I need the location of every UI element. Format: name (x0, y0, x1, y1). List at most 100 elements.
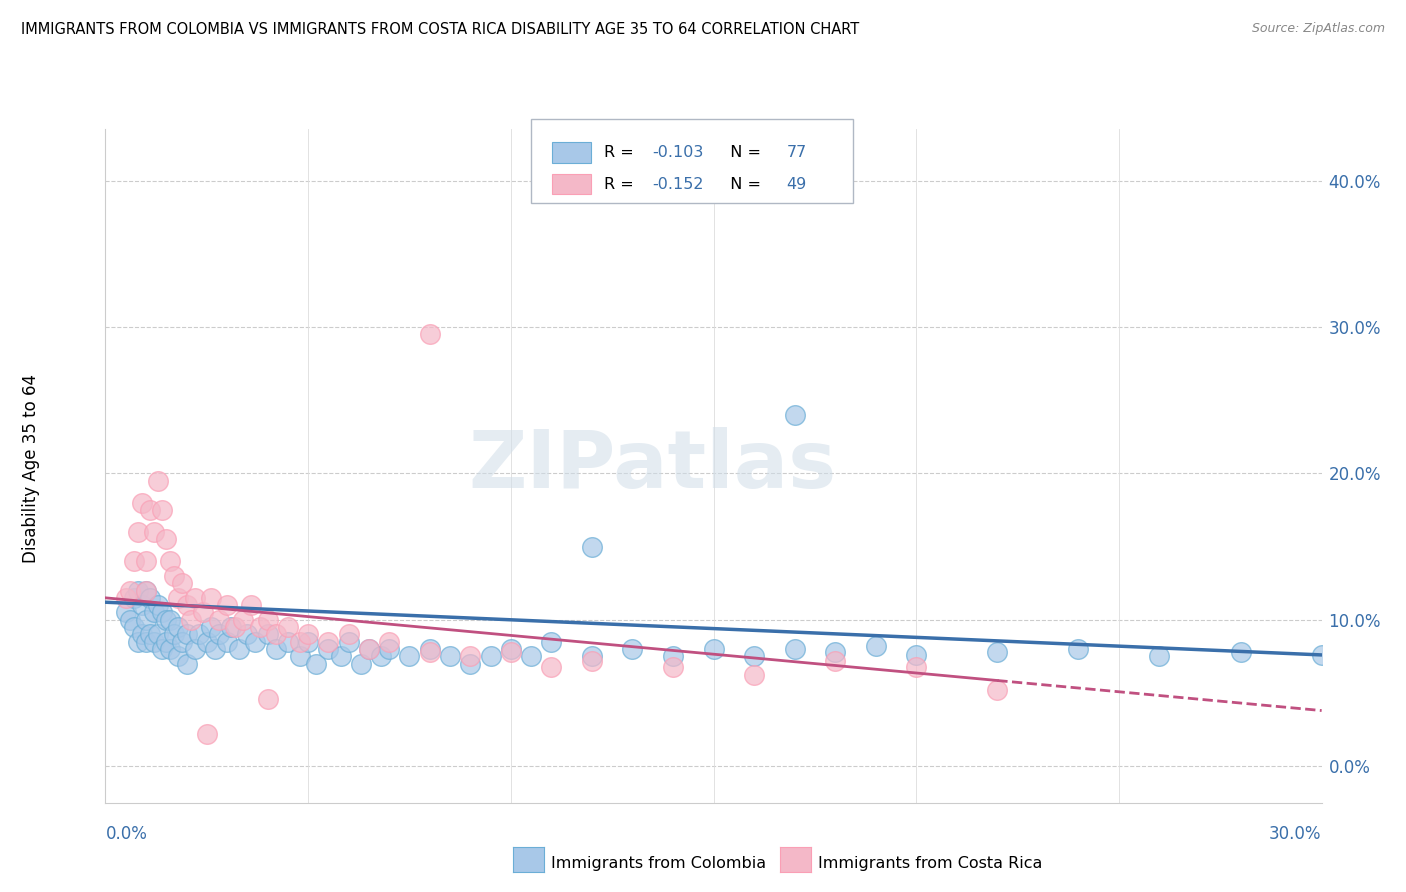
Point (159, 613, 181, 627)
Point (458, 649, 481, 664)
Point (256, 627, 278, 641)
Point (127, 583, 149, 598)
Point (155, 634, 177, 648)
Point (499, 642, 522, 657)
Point (146, 627, 169, 641)
Point (1310, 648, 1333, 662)
Point (865, 639, 887, 653)
Point (783, 642, 806, 657)
Text: N =: N = (720, 177, 766, 192)
Point (540, 634, 562, 648)
Point (350, 657, 373, 671)
Point (540, 659, 562, 673)
Text: 77: 77 (786, 145, 807, 160)
Point (1149, 649, 1171, 664)
Point (159, 554, 181, 568)
Point (702, 642, 725, 657)
Point (277, 634, 299, 648)
Point (146, 598, 169, 612)
Point (297, 627, 319, 641)
Point (217, 598, 239, 612)
Point (183, 591, 205, 605)
Text: R =: R = (605, 177, 638, 192)
Text: Source: ZipAtlas.com: Source: ZipAtlas.com (1251, 22, 1385, 36)
Point (200, 591, 222, 605)
Point (127, 524, 149, 539)
Point (337, 634, 360, 648)
Point (370, 649, 392, 664)
Point (180, 613, 202, 627)
Point (143, 524, 166, 539)
Point (228, 642, 250, 657)
Point (195, 727, 218, 741)
Point (146, 474, 169, 488)
Text: 30.0%: 30.0% (1270, 825, 1322, 843)
Point (318, 634, 340, 648)
Point (187, 627, 209, 641)
Point (1229, 645, 1251, 659)
Point (742, 668, 765, 682)
Point (143, 606, 166, 620)
Point (742, 649, 765, 664)
Point (240, 598, 263, 612)
Point (986, 683, 1008, 698)
Point (191, 606, 214, 620)
Point (122, 620, 145, 634)
Point (204, 642, 226, 657)
Point (217, 634, 239, 648)
Point (905, 648, 928, 662)
Point (986, 645, 1008, 659)
Point (155, 533, 177, 547)
Text: Disability Age 35 to 64: Disability Age 35 to 64 (22, 374, 39, 563)
Point (329, 649, 352, 664)
Point (139, 503, 162, 517)
Point (135, 634, 157, 648)
Point (224, 620, 246, 634)
Point (122, 554, 145, 568)
Point (150, 642, 173, 657)
Point (122, 591, 145, 605)
Point (357, 642, 380, 657)
Point (305, 657, 328, 671)
Point (520, 649, 543, 664)
FancyBboxPatch shape (551, 174, 591, 194)
Point (662, 649, 685, 664)
Point (135, 613, 157, 627)
Point (236, 627, 259, 641)
Text: -0.103: -0.103 (652, 145, 704, 160)
Text: 49: 49 (786, 177, 807, 192)
Point (458, 657, 481, 671)
Point (783, 408, 806, 422)
Point (114, 606, 136, 620)
Point (176, 657, 198, 671)
Point (419, 645, 441, 659)
Point (662, 659, 685, 673)
Point (150, 606, 173, 620)
Point (249, 620, 271, 634)
Text: -0.152: -0.152 (652, 177, 704, 192)
Point (264, 642, 287, 657)
Point (167, 620, 190, 634)
Point (219, 620, 242, 634)
Point (581, 654, 603, 668)
Point (131, 496, 153, 510)
Point (172, 576, 194, 591)
Point (135, 554, 157, 568)
Point (114, 591, 136, 605)
Point (167, 591, 190, 605)
Point (118, 613, 141, 627)
Point (419, 642, 441, 657)
Point (167, 649, 190, 664)
Text: 0.0%: 0.0% (105, 825, 148, 843)
Point (256, 613, 278, 627)
Point (479, 649, 502, 664)
Point (277, 620, 299, 634)
Point (378, 634, 401, 648)
Text: IMMIGRANTS FROM COLOMBIA VS IMMIGRANTS FROM COSTA RICA DISABILITY AGE 35 TO 64 C: IMMIGRANTS FROM COLOMBIA VS IMMIGRANTS F… (21, 22, 859, 37)
Point (398, 649, 420, 664)
FancyBboxPatch shape (531, 120, 853, 203)
Point (439, 649, 461, 664)
Point (131, 627, 153, 641)
Point (297, 634, 319, 648)
Point (176, 598, 198, 612)
